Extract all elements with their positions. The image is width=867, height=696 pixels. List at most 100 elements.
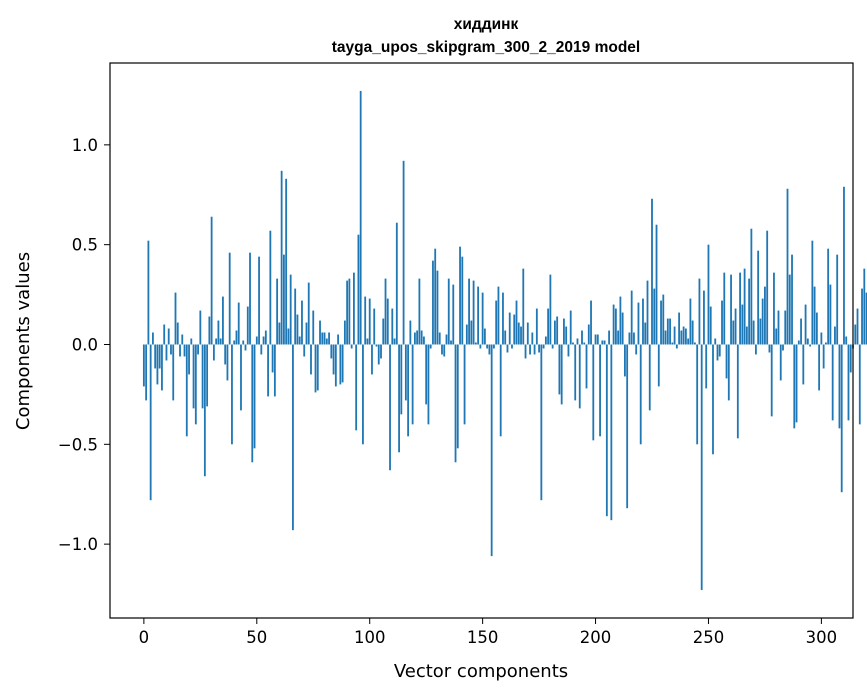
bar [373,308,376,345]
bar [307,282,310,345]
bar [145,344,148,401]
bar [736,344,739,439]
bar [176,322,179,345]
bar [262,336,265,345]
bar [199,310,202,345]
bar [301,300,303,345]
bar [540,344,543,501]
bar [838,344,841,429]
bar [330,344,333,359]
bar [721,300,723,345]
bar [608,330,610,345]
y-tick-label: 0.5 [72,236,98,255]
bar [605,344,608,517]
bar [653,288,656,345]
bar [723,272,726,345]
bar [506,344,509,353]
bar [601,340,604,345]
bar [321,332,324,345]
bar [380,344,382,359]
bar [777,310,780,345]
bar [420,330,423,345]
bar [827,248,830,345]
bar [364,296,367,345]
bar [237,302,240,345]
y-axis-label: Components values [13,252,34,430]
bar [691,320,694,345]
bar [353,272,355,345]
bar [646,280,649,345]
bar [366,338,369,345]
bar [285,178,288,345]
bar [682,326,685,345]
bar [292,344,294,531]
bar [316,344,319,391]
plot-frame [109,62,854,619]
bar [161,344,163,391]
bar [452,284,455,345]
bar [825,342,827,345]
bar [486,344,489,349]
bar [502,292,504,345]
bar [305,322,308,345]
bar [513,314,516,345]
bar [621,312,624,345]
bar [544,336,547,345]
x-tick-label: 50 [246,628,267,647]
bar [337,334,339,345]
bar [269,230,272,345]
bar [203,344,206,477]
bar [795,344,798,423]
bar [526,322,529,345]
bar [246,306,249,345]
bar [477,286,480,345]
bar [201,344,204,409]
bar [172,344,175,401]
bar [142,344,145,387]
bar [483,328,486,345]
bar [497,286,500,345]
bar [843,186,845,345]
bar [592,344,595,441]
bar [531,332,534,345]
bar [461,256,464,345]
bar [508,312,511,345]
bar [660,300,662,345]
bar [820,332,823,345]
bar [371,344,373,375]
bar [391,308,394,345]
bar [775,328,778,345]
bar [197,344,199,355]
bar [226,344,229,381]
bar [840,344,843,493]
bar [190,338,193,345]
bar [273,344,276,397]
bar [167,328,170,345]
bar [822,344,825,369]
bar [761,298,764,345]
bar [612,304,615,345]
bar [228,252,231,345]
bar [244,344,247,351]
bar [156,344,159,385]
bar [362,344,364,445]
bar [210,216,213,345]
bar [389,344,391,471]
bar [583,342,586,345]
bar [574,344,577,401]
bar [802,344,805,385]
bar [192,344,195,409]
bar [793,344,796,429]
bar [432,260,434,345]
x-tick-label: 150 [467,628,499,647]
bar [610,344,613,521]
bar [567,344,570,357]
bar [251,344,254,463]
bar [276,278,279,345]
bar [556,316,559,345]
bar [815,312,818,345]
bar [359,90,362,345]
bar [542,344,545,349]
x-tick-label: 250 [693,628,725,647]
